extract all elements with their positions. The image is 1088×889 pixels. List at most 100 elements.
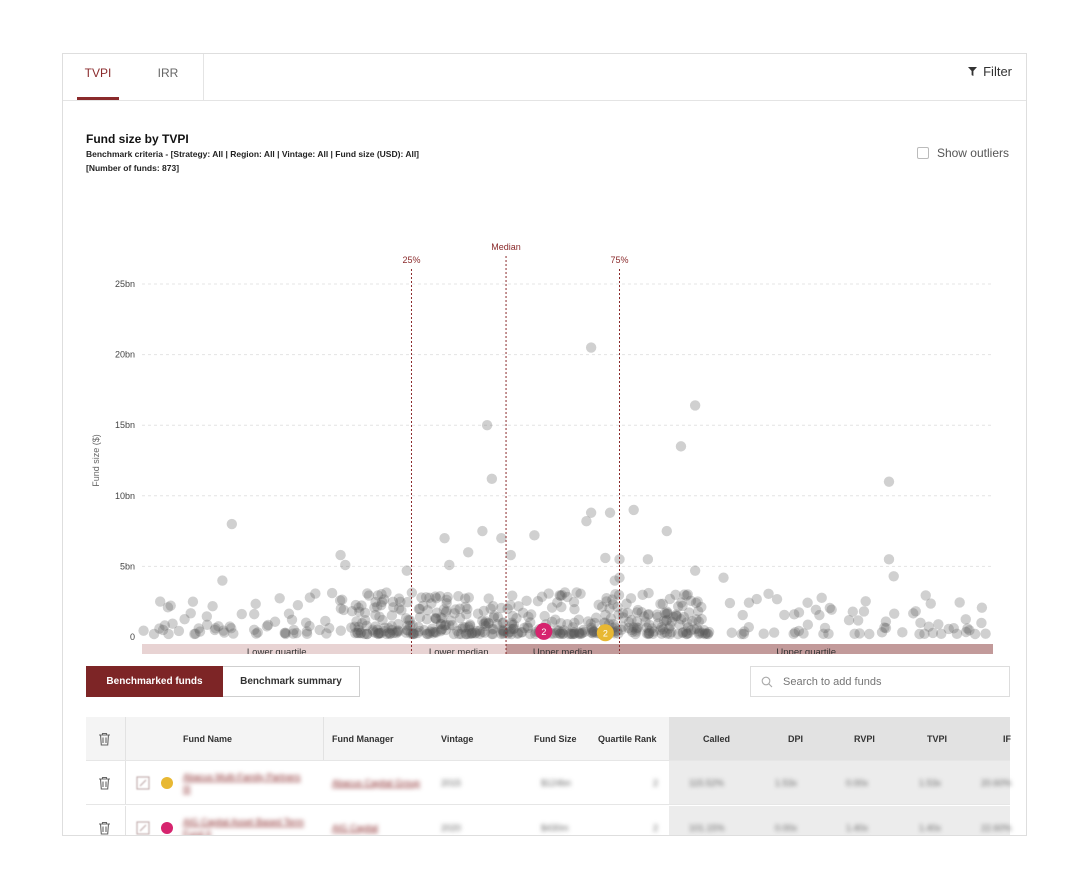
data-point [751, 593, 762, 605]
data-point [179, 613, 190, 625]
data-point [586, 624, 598, 635]
data-point [524, 628, 536, 640]
fund-name-link[interactable]: Abacus Multi-Family Partners III [183, 771, 301, 794]
data-point [373, 627, 385, 639]
edit-icon[interactable] [136, 761, 150, 804]
data-point [429, 626, 441, 638]
data-point [743, 597, 755, 608]
data-point [373, 628, 384, 639]
data-point [609, 575, 620, 586]
data-point [320, 615, 331, 627]
data-point [421, 613, 433, 625]
data-point [210, 623, 221, 634]
data-point [224, 621, 236, 632]
data-point [699, 628, 711, 640]
col-dpi[interactable]: DPI [788, 733, 804, 744]
data-point [980, 628, 991, 639]
edit-icon[interactable] [136, 806, 150, 835]
col-fund-size[interactable]: Fund Size [534, 733, 577, 744]
fund-search[interactable] [750, 666, 1010, 697]
fund-manager-link[interactable]: Abacus Capital Group [332, 777, 421, 788]
delete-row-icon[interactable] [98, 806, 111, 835]
col-irr[interactable]: IF [1003, 733, 1011, 744]
col-quartile-rank[interactable]: Quartile Rank [598, 733, 657, 744]
data-point [392, 625, 404, 636]
percentile-label: Median [491, 242, 521, 252]
data-point [355, 627, 366, 639]
filter-icon [968, 67, 978, 76]
tab-tvpi-label: TVPI [84, 66, 112, 80]
col-called[interactable]: Called [703, 733, 731, 744]
search-input[interactable] [783, 675, 983, 688]
data-point [568, 626, 579, 638]
table-row[interactable]: AIG Capital Asset Based Term Fund II AIG… [86, 806, 1012, 836]
data-point [658, 623, 669, 635]
delete-all-icon[interactable] [98, 717, 111, 760]
data-point [569, 628, 580, 639]
data-point [201, 619, 213, 631]
data-point [788, 628, 799, 640]
data-point [643, 587, 654, 599]
data-point [213, 621, 224, 632]
col-rvpi[interactable]: RVPI [854, 733, 875, 744]
data-point [960, 626, 972, 638]
benchmark-summary-button[interactable]: Benchmark summary [223, 666, 360, 697]
data-point [384, 628, 396, 640]
col-tvpi[interactable]: TVPI [927, 733, 948, 744]
data-point [310, 588, 321, 599]
data-point [683, 607, 695, 618]
data-point [488, 623, 499, 634]
data-point [676, 597, 687, 608]
data-point [692, 596, 703, 607]
delete-row-icon[interactable] [98, 761, 111, 804]
benchmarked-funds-button[interactable]: Benchmarked funds [86, 666, 223, 697]
fund-name-link[interactable]: AIG Capital Asset Based Term Fund II [183, 816, 304, 836]
table-row[interactable]: Abacus Multi-Family Partners III Abacus … [86, 761, 1012, 805]
data-point [601, 593, 612, 604]
data-point [505, 549, 516, 561]
data-point [915, 617, 926, 629]
data-point [478, 605, 490, 617]
show-outliers-toggle[interactable]: Show outliers [916, 146, 1009, 160]
data-point [173, 625, 185, 637]
tab-tvpi[interactable]: TVPI [63, 54, 133, 100]
data-point [459, 622, 471, 633]
data-point [489, 610, 500, 621]
data-point [187, 596, 199, 607]
data-point [497, 624, 508, 636]
data-point [698, 625, 710, 636]
data-point [858, 606, 870, 617]
data-point [269, 616, 281, 627]
data-point [643, 628, 655, 639]
data-point [354, 606, 365, 617]
col-fund-name[interactable]: Fund Name [183, 733, 233, 744]
data-point [569, 628, 580, 639]
irr-value: 22.60% [981, 822, 1012, 833]
data-point [360, 615, 371, 626]
data-point [506, 628, 517, 640]
data-point [383, 627, 394, 638]
data-point [642, 554, 654, 565]
data-point [346, 606, 358, 617]
data-point [194, 626, 206, 637]
data-point [454, 603, 465, 614]
data-point [880, 622, 892, 634]
data-point [666, 626, 677, 638]
data-point [637, 589, 648, 601]
col-vintage[interactable]: Vintage [441, 733, 474, 744]
data-point [349, 621, 360, 632]
data-point [250, 628, 262, 639]
data-point [529, 530, 540, 541]
data-point [283, 608, 295, 619]
data-point [250, 598, 261, 610]
data-point [670, 610, 682, 622]
fund-manager-link[interactable]: AIG Capital [332, 822, 379, 833]
filter-button[interactable]: Filter [968, 64, 1012, 79]
col-fund-manager[interactable]: Fund Manager [332, 733, 394, 744]
show-outliers-checkbox[interactable] [916, 147, 929, 159]
tab-irr[interactable]: IRR [133, 54, 203, 100]
highlighted-fund-marker [596, 624, 614, 642]
data-point [431, 592, 442, 604]
y-tick-label: 25bn [115, 279, 135, 289]
data-point [681, 617, 693, 628]
